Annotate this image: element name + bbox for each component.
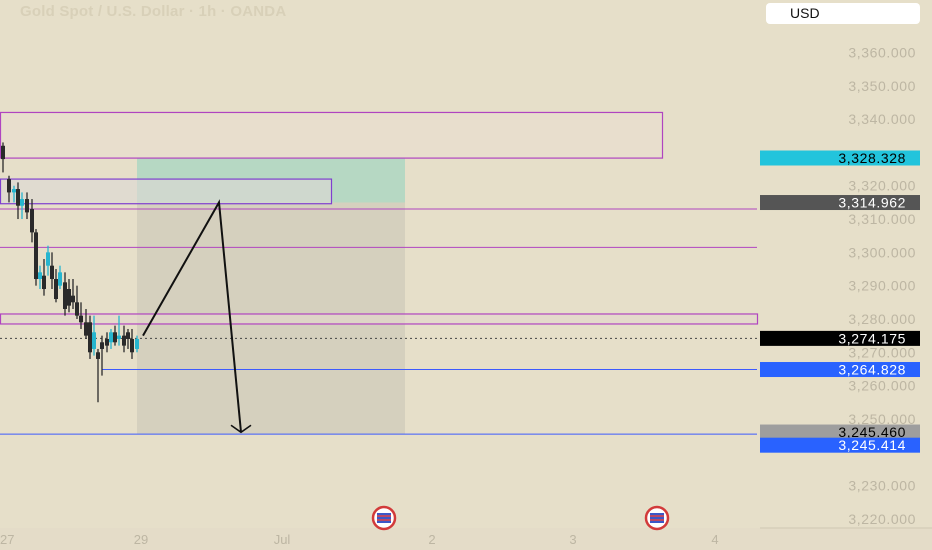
price-label: 3,328.328 [838,150,906,166]
event-flag-icon[interactable] [371,505,397,531]
price-label-box-3 [760,362,920,378]
candle-body-16 [71,295,75,303]
candle-body-4 [20,199,24,206]
candle-body-12 [54,279,58,299]
y-tick-label: 3,310.000 [848,211,916,227]
candle-body-0 [1,145,5,160]
price-label-box-5 [760,437,920,453]
y-tick-label: 3,230.000 [848,478,916,494]
candle-body-1 [7,179,11,193]
candle-body-5 [25,199,29,213]
chart-title: Gold Spot / U.S. Dollar · 1h · OANDA [20,3,287,20]
candle-body-11 [50,265,54,280]
y-tick-label: 3,250.000 [848,411,916,427]
currency-selector[interactable]: USD [766,3,920,24]
y-tick-label: 3,340.000 [848,111,916,127]
y-tick-label: 3,350.000 [848,78,916,94]
price-label: 3,314.962 [838,195,906,211]
event-flag-field [377,513,391,523]
y-tick-label: 3,320.000 [848,178,916,194]
event-flag-field [650,513,664,523]
price-label-box-2 [760,330,920,346]
candle-body-24 [105,338,109,346]
candle-body-18 [79,315,83,323]
x-tick-label: 29 [134,532,148,547]
y-tick-label: 3,270.000 [848,344,916,360]
projection-arrowhead [230,424,252,434]
price-label: 3,245.414 [838,437,906,453]
x-tick-label: 27 [0,532,14,547]
candle-body-30 [130,338,134,353]
y-tick-label: 3,220.000 [848,511,916,527]
candle-body-15 [67,289,71,306]
y-tick-label: 3,300.000 [848,244,916,260]
zone-1 [0,178,333,205]
candle-body-8 [38,272,42,280]
price-label: 3,245.460 [838,424,906,440]
price-label: 3,264.828 [838,362,906,378]
candle-body-28 [122,335,126,346]
candle-body-23 [100,342,104,349]
price-label-box-4 [760,424,920,440]
candle-body-19 [84,322,88,336]
time-axis-background [0,528,932,550]
event-flag-icon[interactable] [644,505,670,531]
candle-body-17 [75,302,79,316]
candle-body-9 [42,275,46,290]
candle-body-14 [63,282,67,309]
candle-body-6 [30,209,34,233]
price-label-box-0 [760,150,920,166]
x-tick-label: 4 [711,532,718,547]
candle-body-2 [12,189,16,193]
x-tick-label: Jul [274,532,291,547]
candle-body-31 [135,338,139,349]
y-tick-label: 3,360.000 [848,45,916,61]
candle-body-26 [113,332,117,343]
zone-2 [0,313,759,325]
candle-body-20 [88,322,92,353]
price-label: 3,274.175 [838,330,906,346]
x-tick-label: 2 [428,532,435,547]
candle-body-3 [16,189,20,206]
candle-body-13 [58,272,62,286]
zone-0 [0,111,664,159]
candle-body-10 [46,252,50,266]
price-label-box-1 [760,195,920,211]
x-tick-label: 3 [569,532,576,547]
candle-body-27 [117,335,121,339]
candle-body-25 [109,332,113,343]
projection-path [142,199,242,433]
candle-body-29 [126,332,130,339]
y-tick-label: 3,260.000 [848,378,916,394]
candle-body-22 [96,352,100,359]
candle-body-21 [92,332,96,349]
y-tick-label: 3,280.000 [848,311,916,327]
candle-body-7 [34,232,38,280]
y-tick-label: 3,290.000 [848,278,916,294]
